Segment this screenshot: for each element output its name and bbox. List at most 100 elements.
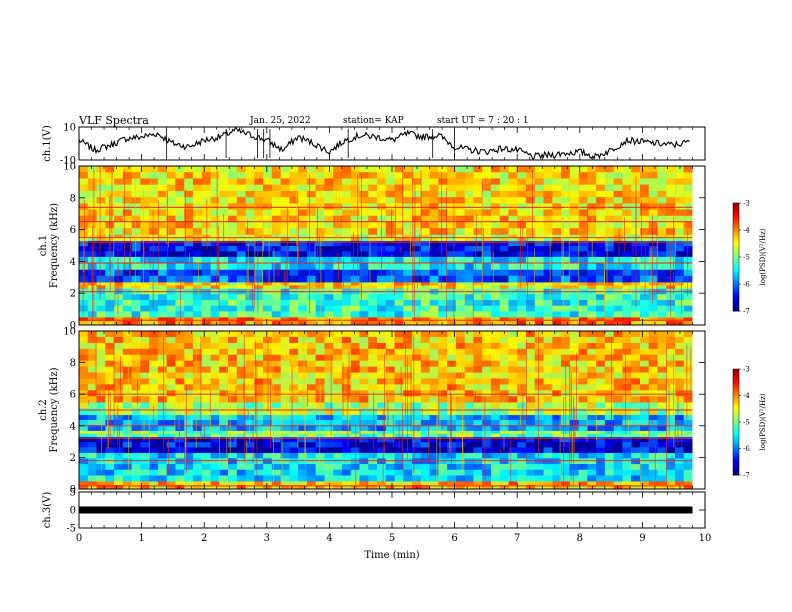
spectrum-cell <box>315 348 325 356</box>
spectrum-cell <box>578 354 588 361</box>
spectrum-cell <box>333 464 343 471</box>
spectrum-cell <box>534 321 544 326</box>
spectrum-cell <box>561 269 571 277</box>
spectrum-cell <box>254 425 264 431</box>
spectrum-cell <box>517 390 527 397</box>
spectrum-cell <box>192 178 203 185</box>
spectrum-cell <box>306 436 317 443</box>
spectrum-cell <box>368 442 378 448</box>
spectrum-cell <box>333 458 343 465</box>
spectrum-cell <box>245 285 255 289</box>
spectrum-cell <box>385 263 395 270</box>
spectrum-cell <box>184 452 194 459</box>
spectrum-cell <box>341 475 352 482</box>
spectrum-cell <box>675 481 685 486</box>
spectrum-cell <box>87 481 97 486</box>
spectrum-cell <box>464 240 474 247</box>
spectrum-cell <box>315 425 325 431</box>
spectrum-cell <box>245 452 255 459</box>
spectrum-cell <box>87 425 97 431</box>
spectrum-cell <box>149 396 159 403</box>
spectrum-cell <box>79 436 89 443</box>
spectrum-cell <box>228 442 238 448</box>
spectrum-cell <box>420 342 430 350</box>
spectrum-cell <box>447 275 457 283</box>
spectrum-cell <box>447 464 457 471</box>
spectrum-cell <box>105 447 115 454</box>
spectrum-cell <box>219 311 229 318</box>
spectrum-cell <box>613 321 623 326</box>
spectrum-cell <box>508 420 518 426</box>
spectrum-cell <box>263 294 273 301</box>
spectrum-cell <box>166 372 176 379</box>
spectrum-cell <box>613 246 623 252</box>
spectrum-cell <box>675 485 685 490</box>
spectrum-cell <box>534 269 544 277</box>
spectrum-cell <box>517 166 527 173</box>
spectrum-cell <box>280 458 290 465</box>
spectrum-cell <box>298 275 308 283</box>
spectrum-cell <box>333 190 343 198</box>
spectrum-cell <box>578 464 588 471</box>
spectrum-cell <box>543 420 553 426</box>
spectrum-cell <box>631 354 641 361</box>
spectrum-cell <box>140 436 150 443</box>
spectrum-cell <box>333 172 343 179</box>
spectrum-cell <box>482 436 492 443</box>
spectrum-cell <box>192 360 203 367</box>
spectrum-cell <box>289 305 299 312</box>
spectrum-cell <box>341 256 352 264</box>
spectrum-cell <box>236 240 246 247</box>
spectrum-cell <box>639 408 650 416</box>
spectrum-cell <box>385 430 395 435</box>
spectrum-cell <box>324 420 334 426</box>
spectrum-cell <box>157 452 168 459</box>
spectrum-cell <box>464 390 474 397</box>
spectrum-cell <box>648 215 658 223</box>
spectrum-cell <box>464 294 474 301</box>
spectrum-cell <box>526 402 536 409</box>
spectrum-cell <box>263 215 273 223</box>
spectrum-cell <box>315 285 325 289</box>
spectrum-cell <box>359 178 369 185</box>
spectrum-cell <box>675 452 685 459</box>
spectrum-cell <box>683 360 693 367</box>
spectrum-cell <box>157 263 168 270</box>
spectrum-cell <box>131 408 141 416</box>
spectrum-cell <box>526 442 536 448</box>
spectrum-cell <box>175 372 185 379</box>
spectrum-cell <box>464 317 474 322</box>
spectrum-cell <box>447 246 457 252</box>
spectrum-cell <box>438 237 448 242</box>
spectrum-cell <box>569 372 579 379</box>
spectrum-cell <box>228 234 238 238</box>
spectrum-cell <box>201 184 211 192</box>
spectrum-cell <box>543 485 553 490</box>
spectrum-cell <box>105 485 115 490</box>
colorbar-tick-label: -6 <box>743 445 750 453</box>
spectrum-cell <box>552 285 562 289</box>
spectrum-cell <box>333 475 343 482</box>
spectrum-cell <box>543 269 553 277</box>
spectrum-cell <box>473 396 483 403</box>
spectrum-cell <box>377 184 387 192</box>
spectrum-cell <box>201 447 211 454</box>
spectrum-cell <box>552 469 562 476</box>
spectrum-cell <box>683 311 693 318</box>
spectrum-cell <box>271 481 281 486</box>
spectrum-cell <box>298 469 308 476</box>
spectrum-cell <box>473 372 483 379</box>
spectrum-cell <box>271 190 281 198</box>
spectrum-cell <box>499 458 509 465</box>
spectrum-cell <box>569 384 579 391</box>
spectrum-cell <box>517 237 527 242</box>
spectrum-cell <box>236 311 246 318</box>
spectrum-cell <box>236 425 246 431</box>
spectrum-cell <box>675 178 685 185</box>
spectrum-cell <box>596 458 606 465</box>
spectrum-cell <box>482 282 492 286</box>
spectrum-cell <box>394 203 404 210</box>
spectrum-cell <box>517 285 527 289</box>
spectrum-cell <box>350 414 360 421</box>
spectrum-cell <box>666 221 676 229</box>
